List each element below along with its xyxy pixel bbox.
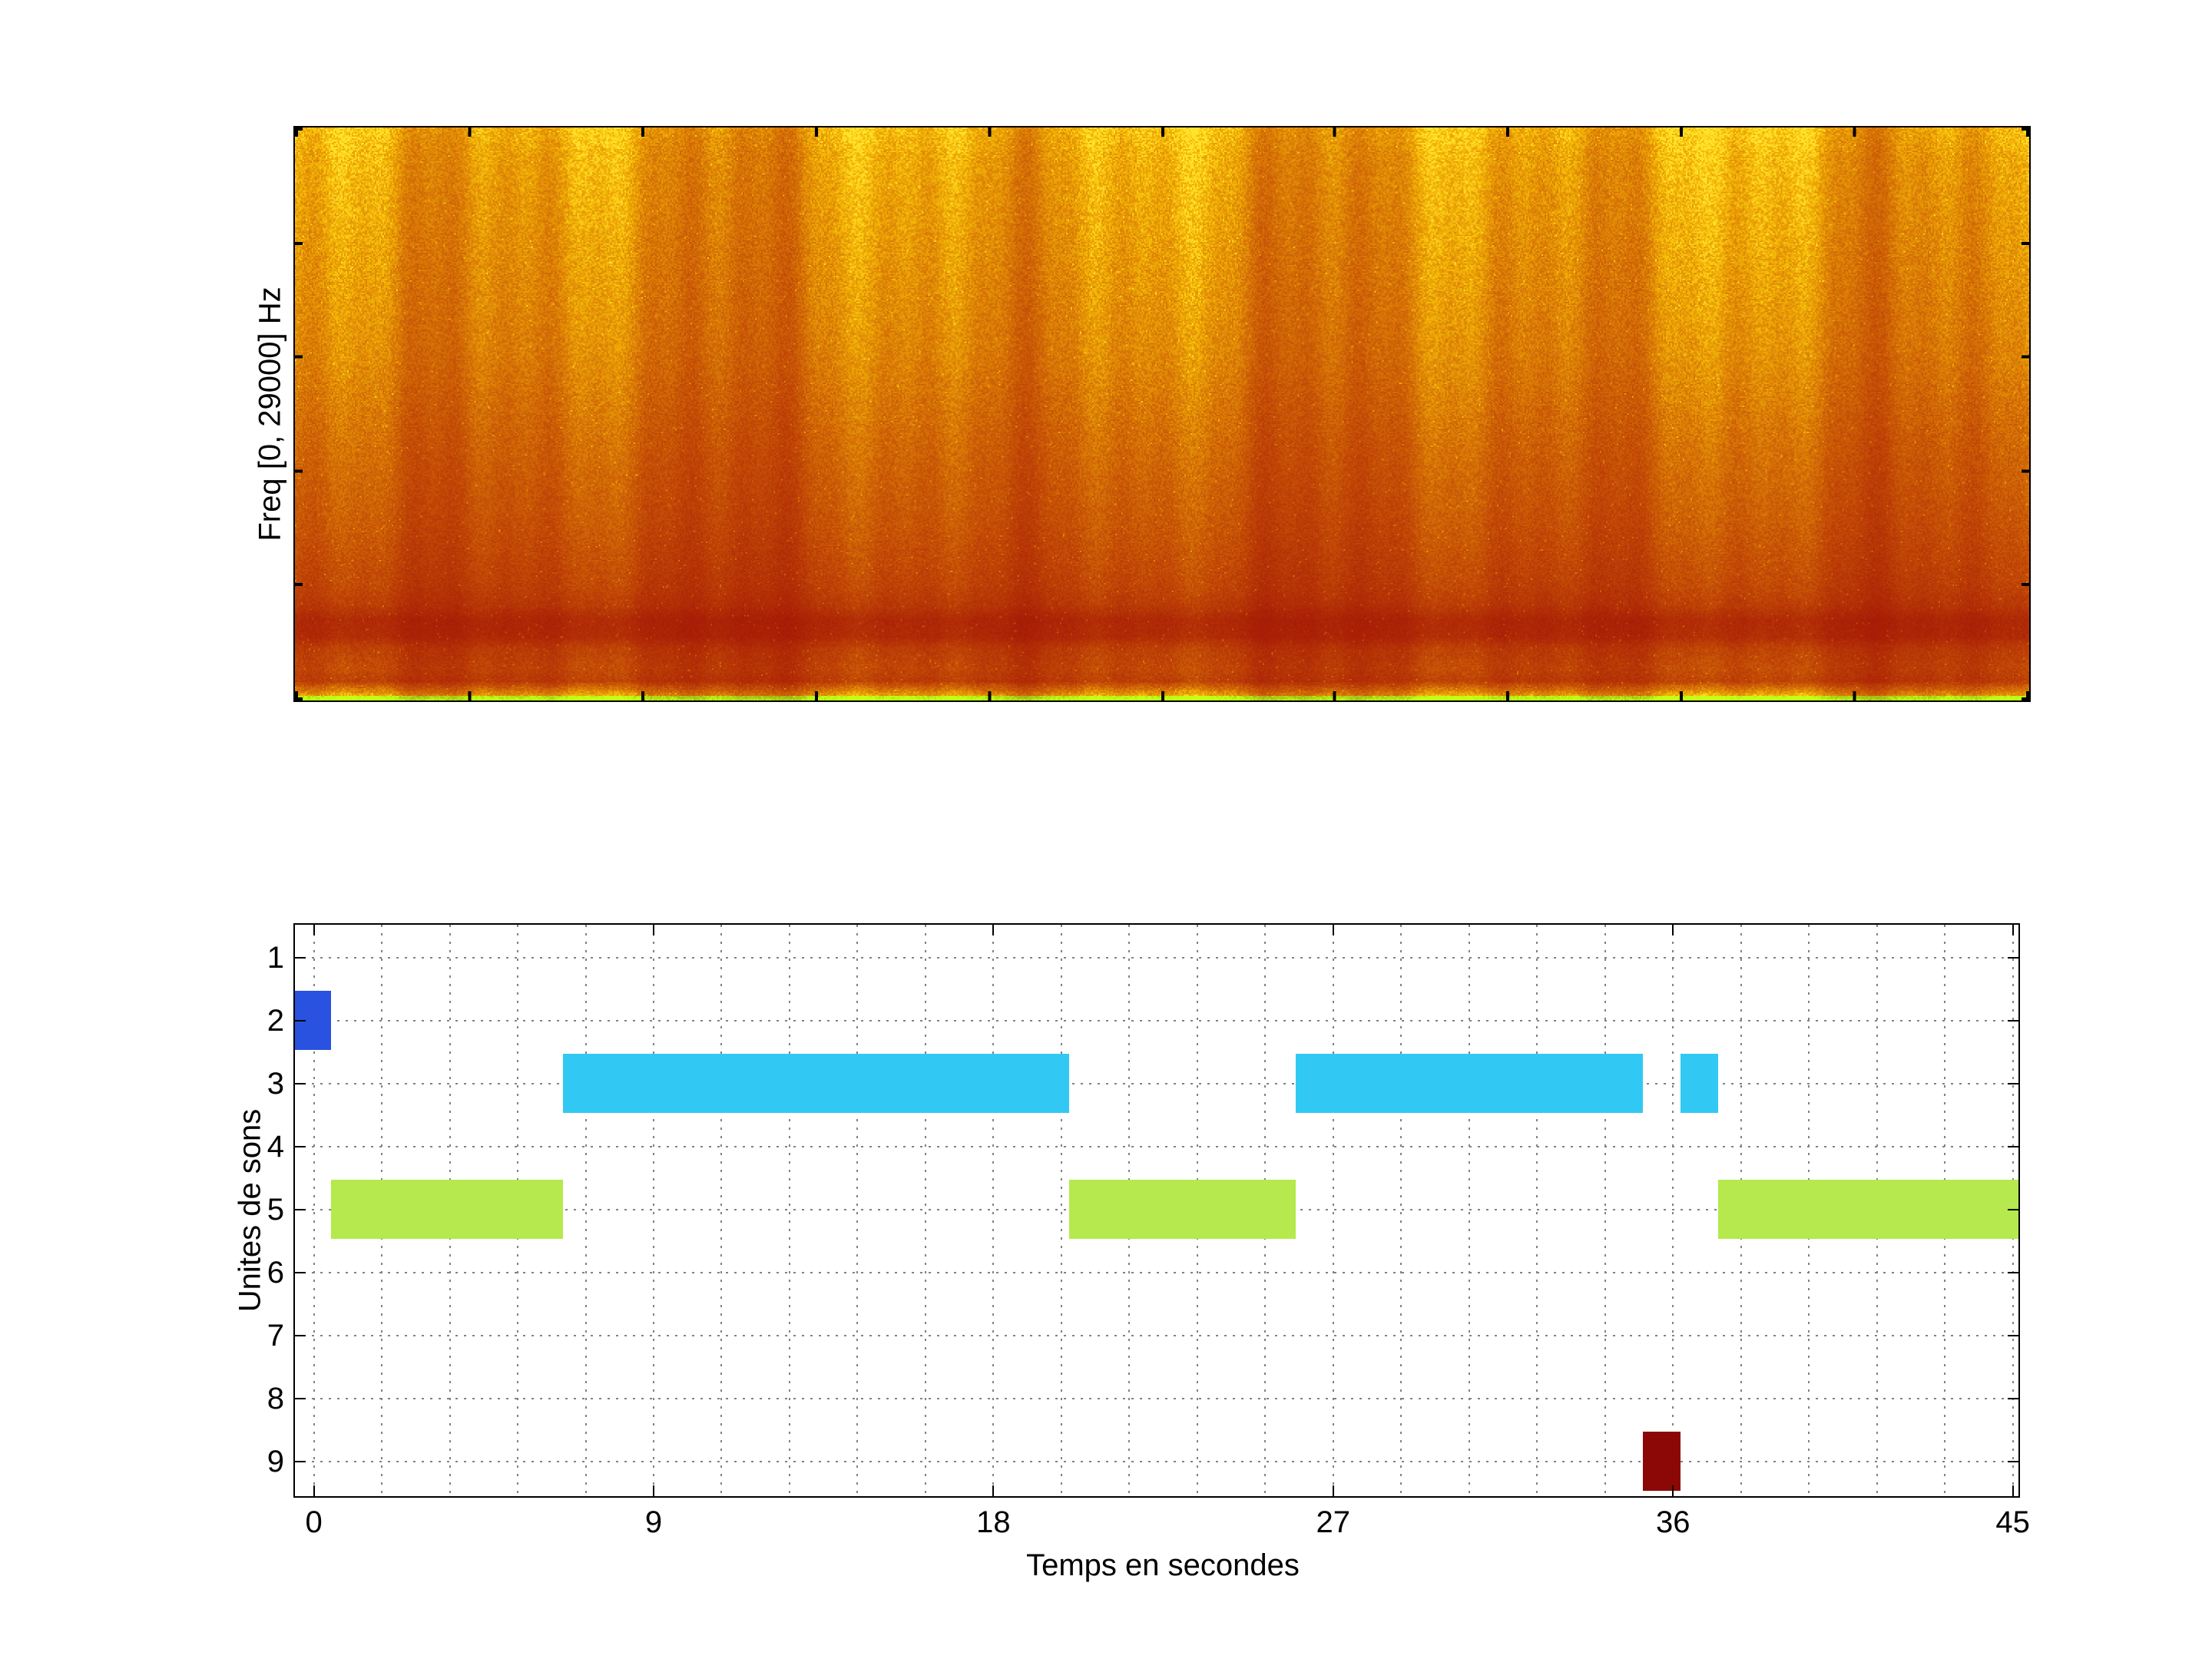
y-tick [2008,1272,2018,1273]
sound-unit-segment [563,1054,1069,1113]
x-gridline [1536,925,1538,1496]
y-tick [295,957,306,959]
y-gridline [295,1272,2018,1273]
spectrogram-heatmap [295,127,2029,700]
y-tick-label: 1 [235,939,284,976]
units-axes [293,923,2020,1498]
x-tick [653,1485,654,1496]
x-gridline [925,925,926,1496]
y-tick [295,1335,306,1336]
x-tick [992,925,994,935]
sound-unit-segment [1681,1054,1718,1113]
x-gridline [1400,925,1402,1496]
y-tick-label: 7 [235,1317,284,1354]
y-tick [2008,1335,2018,1336]
y-tick [295,1398,306,1399]
sound-unit-segment [1718,1180,2018,1239]
y-tick-label: 6 [235,1254,284,1291]
x-tick [992,1485,994,1496]
x-gridline [789,925,790,1496]
y-tick [2008,957,2018,959]
x-tick-label: 36 [1656,1505,1690,1540]
y-gridline [295,1335,2018,1336]
x-gridline [856,925,858,1496]
x-gridline [1604,925,1606,1496]
x-tick [1672,925,1674,935]
x-tick-label: 45 [1995,1505,2030,1540]
y-tick [295,1461,306,1462]
x-gridline [653,925,654,1496]
y-tick [2008,1461,2018,1462]
x-tick [313,1485,315,1496]
x-gridline [585,925,587,1496]
y-tick-label: 5 [235,1191,284,1228]
y-gridline [295,1083,2018,1084]
sound-unit-segment [331,1180,563,1239]
y-tick-label: 2 [235,1002,284,1039]
sound-unit-segment [1069,1180,1296,1239]
y-gridline [295,1461,2018,1462]
x-tick [1672,1485,1674,1496]
spectrogram-ylabel: Freq [0, 29000] Hz [253,286,288,541]
x-gridline [1333,925,1334,1496]
x-tick [1333,1485,1334,1496]
sound-unit-segment [1643,1432,1681,1491]
y-tick-label: 8 [235,1380,284,1417]
y-tick [2008,1209,2018,1210]
y-gridline [295,1020,2018,1022]
y-gridline [295,1398,2018,1399]
y-tick [295,1083,306,1084]
x-gridline [1469,925,1470,1496]
y-gridline [295,1146,2018,1147]
x-tick-label: 9 [645,1505,662,1540]
y-tick [295,1146,306,1147]
x-tick [653,925,654,935]
y-tick [2008,1398,2018,1399]
y-tick [2008,1083,2018,1084]
x-tick [2012,925,2014,935]
y-tick-label: 9 [235,1443,284,1480]
y-tick [295,1209,306,1210]
y-tick [295,1020,306,1022]
x-tick [313,925,315,935]
time-xlabel: Temps en secondes [1026,1548,1300,1583]
x-tick [1333,925,1334,935]
x-gridline [1672,925,1674,1496]
x-gridline [720,925,722,1496]
y-tick [295,1272,306,1273]
x-tick [2012,1485,2014,1496]
y-tick-label: 3 [235,1065,284,1102]
sound-unit-segment [1296,1054,1643,1113]
y-tick [2008,1146,2018,1147]
x-gridline [1061,925,1062,1496]
y-gridline [295,957,2018,959]
x-tick-label: 0 [305,1505,322,1540]
y-tick [2008,1020,2018,1022]
x-gridline [992,925,994,1496]
x-tick-label: 18 [976,1505,1011,1540]
figure: Freq [0, 29000] Hz Unites de sons 0 9 18 27… [0,0,2212,1659]
spectrogram-axes [293,126,2031,702]
y-tick-label: 4 [235,1128,284,1165]
x-tick-label: 27 [1316,1505,1351,1540]
